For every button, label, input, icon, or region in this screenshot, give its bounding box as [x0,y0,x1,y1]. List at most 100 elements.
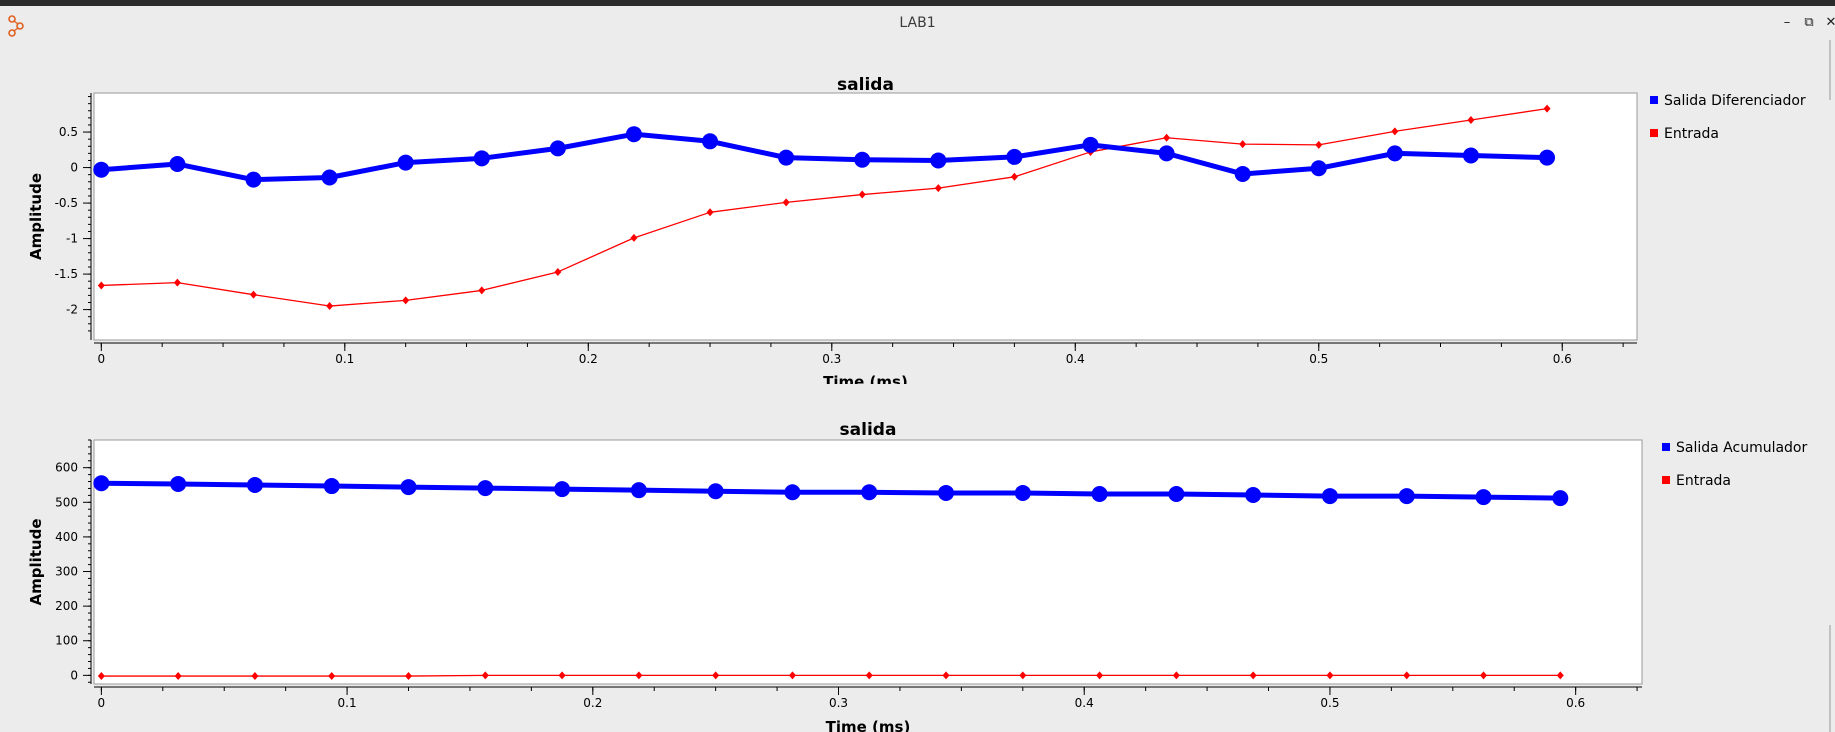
y-tick-label: 300 [55,565,78,579]
data-point [930,152,947,169]
y-axis-label: Amplitude [27,173,45,260]
data-point [1543,104,1551,113]
data-point [1091,485,1108,502]
data-point [1467,115,1475,124]
data-point [97,672,105,681]
data-point [170,475,187,492]
data-point [323,478,340,495]
data-point [400,479,417,496]
data-point [554,267,562,276]
data-point [858,190,866,199]
data-point [1315,140,1323,149]
data-point [1014,484,1031,501]
data-point [1096,671,1104,680]
data-point [326,302,334,311]
data-point [630,233,638,242]
data-point [1539,149,1556,166]
data-point [321,169,338,186]
data-point [174,672,182,681]
splitter-handle[interactable] [1826,40,1834,732]
legend-swatch [1662,476,1670,484]
y-tick-label: 0 [70,668,78,682]
x-tick-label: 0.5 [1309,352,1328,366]
x-tick-label: 0.5 [1320,696,1339,710]
x-tick-label: 0.6 [1566,696,1585,710]
minimize-icon[interactable]: – [1783,15,1791,30]
data-point [1245,487,1262,504]
data-point [1006,148,1023,165]
maximize-icon[interactable]: ⧉ [1804,15,1814,30]
data-point [251,672,259,681]
plot-title: salida [837,75,894,95]
data-point [712,671,720,680]
y-tick-label: 400 [55,530,78,544]
series-input [97,104,1551,311]
data-point [1386,145,1403,162]
series-line [101,674,1561,677]
y-tick-label: -0.5 [55,196,78,210]
series-line [101,480,1561,501]
data-point [635,671,643,680]
data-point [558,671,566,680]
data-point [788,671,796,680]
data-point [249,290,257,299]
window-title: LAB1 [899,15,936,31]
data-point [630,482,647,499]
series-output [93,126,1556,188]
y-tick-label: -1.5 [55,267,78,281]
legend-swatch [1662,443,1670,451]
data-point [245,171,262,188]
data-point [246,476,263,493]
data-point [481,671,489,680]
top-border [0,0,1835,6]
data-point [473,150,490,167]
data-point [1326,671,1334,680]
data-point [1391,127,1399,136]
plot-canvas [93,439,1643,685]
x-tick-label: 0.1 [335,352,354,366]
data-point [707,483,724,500]
data-point [1163,133,1171,142]
data-point [1172,671,1180,680]
differentiator-plot[interactable]: salida -2 -1.5 -1 -0.5 0 0.5 0 0.1 0.2 0.3 0.4 0.5 0.… [0,40,1835,384]
x-axis: 0 0.1 0.2 0.3 0.4 0.5 0.6 [94,342,1637,366]
series-output [93,475,1569,507]
y-tick-label: 0 [70,161,78,175]
data-point [702,133,719,150]
data-point [934,184,942,193]
legend-label: Entrada [1664,126,1719,142]
series-line [101,131,1548,183]
data-point [1310,160,1327,177]
x-tick-label: 0.2 [583,696,602,710]
close-icon[interactable]: ✕ [1825,15,1835,30]
y-axis: 0 100 200 300 400 500 600 [55,439,92,684]
y-tick-label: 600 [55,461,78,475]
x-axis: 0 0.1 0.2 0.3 0.4 0.5 0.6 [94,686,1642,710]
legend-label: Entrada [1676,473,1731,489]
data-point [861,484,878,501]
data-point [1010,172,1018,181]
x-tick-label: 0 [98,696,106,710]
x-tick-label: 0.6 [1553,352,1572,366]
x-tick-label: 0 [97,352,105,366]
y-tick-label: -2 [66,303,78,317]
x-tick-label: 0.3 [829,696,848,710]
series-input [97,671,1564,681]
data-point [784,484,801,501]
data-point [477,480,494,497]
data-point [942,671,950,680]
data-point [1168,485,1185,502]
data-point [1239,140,1247,149]
data-point [397,154,414,171]
x-tick-label: 0.4 [1066,352,1085,366]
data-point [1082,136,1099,153]
legend: Salida Diferenciador Entrada [1650,93,1806,142]
accumulator-plot[interactable]: salida 0 100 200 300 400 500 600 0 0.1 0.2 0.3 0.4 0.… [0,384,1835,732]
data-point [554,481,571,498]
series-line [101,107,1548,307]
data-point [854,151,871,168]
data-point [93,161,110,178]
legend-label: Salida Acumulador [1676,440,1807,456]
data-point [97,281,105,290]
data-point [778,149,795,166]
